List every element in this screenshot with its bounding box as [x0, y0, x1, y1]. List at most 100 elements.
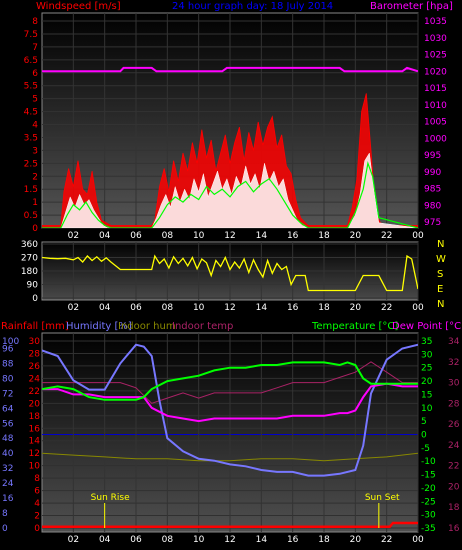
- temperature-series: [42, 361, 418, 401]
- direction-y-tick-label: 270: [21, 254, 38, 264]
- temperature-y-tick-label: 10: [421, 404, 433, 414]
- wind-y-tick-label: 5.5: [24, 82, 38, 92]
- indoor-temp-y-tick-label: 16: [448, 524, 460, 534]
- x-tick-label: 18: [318, 231, 330, 241]
- x-tick-label: 22: [381, 231, 392, 241]
- x-tick-label: 04: [99, 303, 111, 313]
- x-tick-label: 20: [350, 303, 362, 313]
- windspeed-label: Windspeed [m/s]: [36, 1, 121, 12]
- x-tick-label: 02: [68, 231, 79, 241]
- rain-y-tick-label: 28: [29, 349, 41, 359]
- x-tick-label: 10: [193, 303, 205, 313]
- humidity-y-tick-label: 0: [2, 524, 8, 534]
- indoor-humidity-series: [42, 452, 418, 462]
- humidity-series: [42, 343, 418, 477]
- wind-direction-series: [42, 254, 418, 292]
- direction-y-tick-label: 0: [32, 294, 38, 304]
- rain-y-tick-label: 16: [29, 424, 41, 434]
- x-tick-label: 06: [130, 535, 142, 545]
- direction-y-tick-label: 90: [27, 281, 39, 291]
- temperature-y-tick-label: 0: [421, 431, 427, 441]
- rain-y-tick-label: 8: [34, 474, 40, 484]
- rain-y-tick-label: 22: [29, 387, 40, 397]
- x-tick-label: 10: [193, 535, 205, 545]
- x-tick-label: 22: [381, 535, 392, 545]
- temperature-y-tick-label: -20: [421, 484, 436, 494]
- indoor-hum-label: Indoor hum: [118, 321, 176, 332]
- barometer-y-tick-label: 1010: [424, 101, 447, 111]
- rain-y-tick-label: 30: [29, 337, 41, 347]
- indoor-temp-label: Indoor temp: [172, 321, 233, 332]
- wind-y-tick-label: 1.5: [24, 185, 38, 195]
- temperature-y-tick-label: 35: [421, 337, 432, 347]
- humidity-y-tick-label: 56: [2, 419, 14, 429]
- rain-y-tick-label: 6: [34, 487, 40, 497]
- x-tick-label: 08: [162, 303, 174, 313]
- x-tick-label: 06: [130, 303, 142, 313]
- wind-y-tick-label: 4.5: [24, 108, 38, 118]
- x-tick-label: 10: [193, 231, 205, 241]
- wind-y-tick-label: 3: [32, 146, 38, 156]
- barometer-series: [42, 66, 418, 73]
- rain-y-tick-label: 4: [34, 499, 40, 509]
- humidity-y-tick-label: 88: [2, 359, 14, 369]
- indoor-temp-y-tick-label: 32: [448, 358, 459, 368]
- x-tick-label: 04: [99, 535, 111, 545]
- humidity-y-tick-label: 64: [2, 404, 14, 414]
- temperature-y-tick-label: 30: [421, 350, 433, 360]
- compass-s: S: [437, 269, 443, 280]
- rainfall-series: [42, 521, 418, 529]
- barometer-y-tick-label: 1015: [424, 84, 447, 94]
- wind-y-tick-label: 0: [32, 224, 38, 234]
- sun-set-label: Sun Set: [365, 493, 400, 503]
- x-tick-label: 16: [287, 535, 299, 545]
- indoor-temp-y-tick-label: 22: [448, 462, 459, 472]
- direction-axis-ticks: 0 90 180 270 360 02 04 06 08 10 12 14 16 18 20 22 00: [21, 240, 424, 313]
- barometer-y-tick-label: 980: [424, 201, 441, 211]
- compass-w: W: [436, 254, 446, 265]
- x-tick-label: 08: [162, 535, 174, 545]
- x-tick-label: 04: [99, 231, 111, 241]
- wind-y-tick-label: 7.5: [24, 30, 38, 40]
- humidity-y-tick-label: 16: [2, 494, 14, 504]
- x-tick-label: 00: [412, 535, 424, 545]
- wind-y-tick-label: 7: [32, 43, 38, 53]
- rain-y-tick-label: 26: [29, 362, 41, 372]
- dew-point-label: Dew Point [°C]: [392, 321, 462, 332]
- wind-y-tick-label: 3.5: [24, 133, 38, 143]
- temperature-y-tick-label: 20: [421, 377, 433, 387]
- temperature-y-tick-label: -35: [421, 524, 436, 534]
- rain-y-tick-label: 24: [29, 374, 41, 384]
- x-tick-label: 06: [130, 231, 142, 241]
- barometer-y-tick-label: 995: [424, 151, 441, 161]
- temperature-y-tick-label: -15: [421, 471, 436, 481]
- barometer-y-tick-label: 1005: [424, 118, 447, 128]
- x-tick-label: 08: [162, 231, 174, 241]
- compass-n-top: N: [437, 239, 444, 250]
- barometer-y-tick-label: 1020: [424, 67, 447, 77]
- barometer-y-tick-label: 975: [424, 218, 441, 228]
- compass-n-bottom: N: [437, 299, 444, 310]
- humidity-y-tick-label: 24: [2, 479, 14, 489]
- rain-y-tick-label: 20: [29, 399, 41, 409]
- compass-e: E: [437, 284, 443, 295]
- barometer-y-tick-label: 1035: [424, 17, 447, 27]
- dew-point-series: [42, 382, 418, 423]
- humidity-y-tick-label: 80: [2, 374, 14, 384]
- humidity-y-tick-label: 72: [2, 389, 13, 399]
- humidity-y-tick-label: 100: [2, 337, 19, 347]
- indoor-temp-y-tick-label: 34: [448, 337, 460, 347]
- wind-y-tick-label: 2.5: [24, 159, 38, 169]
- x-tick-label: 12: [224, 231, 235, 241]
- sun-rise-label: Sun Rise: [91, 493, 130, 503]
- barometer-y-tick-label: 1030: [424, 34, 447, 44]
- temperature-y-tick-label: -30: [421, 511, 436, 521]
- humidity-y-tick-label: 96: [2, 344, 14, 354]
- x-tick-label: 02: [68, 303, 79, 313]
- humidity-y-tick-label: 40: [2, 449, 14, 459]
- indoor-temp-y-tick-label: 18: [448, 503, 460, 513]
- temperature-y-tick-label: -25: [421, 497, 436, 507]
- x-tick-label: 14: [256, 303, 268, 313]
- temperature-y-tick-label: 25: [421, 364, 432, 374]
